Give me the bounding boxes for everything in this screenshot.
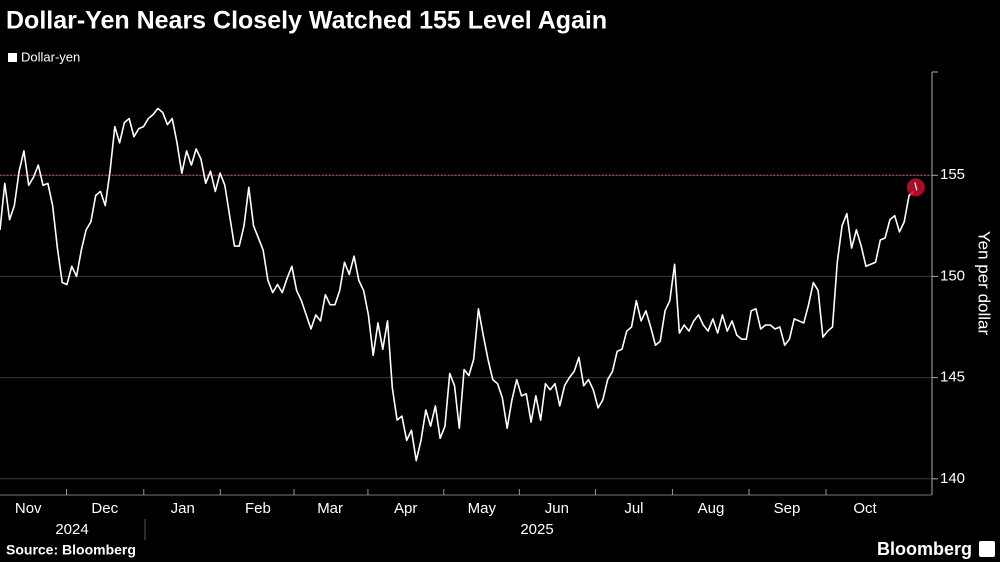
x-tick-label: Mar [317, 500, 343, 517]
x-tick-label: Oct [853, 500, 877, 517]
y-tick-label: 140 [940, 470, 965, 487]
x-tick-label: Sep [774, 500, 801, 517]
x-tick-label: Aug [698, 500, 725, 517]
brand-icon [979, 541, 995, 557]
y-axis-title: Yen per dollar [975, 231, 994, 336]
end-marker-tick [914, 182, 918, 191]
y-tick-label: 145 [940, 369, 965, 386]
series-line [0, 107, 915, 462]
legend-swatch [8, 53, 17, 62]
year-label: 2024 [55, 521, 88, 538]
brand: Bloomberg [877, 539, 972, 559]
source: Source: Bloomberg [6, 542, 136, 558]
x-tick-label: Dec [91, 500, 118, 517]
x-tick-label: Jan [171, 500, 195, 517]
chart-title: Dollar-Yen Nears Closely Watched 155 Lev… [6, 7, 607, 35]
x-tick-label: Nov [15, 500, 42, 517]
x-tick-label: Jul [624, 500, 643, 517]
x-tick-label: May [468, 500, 497, 517]
legend-label: Dollar-yen [21, 49, 80, 64]
y-tick-label: 150 [940, 267, 965, 284]
x-tick-label: Feb [245, 500, 271, 517]
x-tick-label: Apr [394, 500, 417, 517]
y-tick-label: 155 [940, 166, 965, 183]
year-label: 2025 [520, 521, 553, 538]
x-tick-label: Jun [545, 500, 569, 517]
